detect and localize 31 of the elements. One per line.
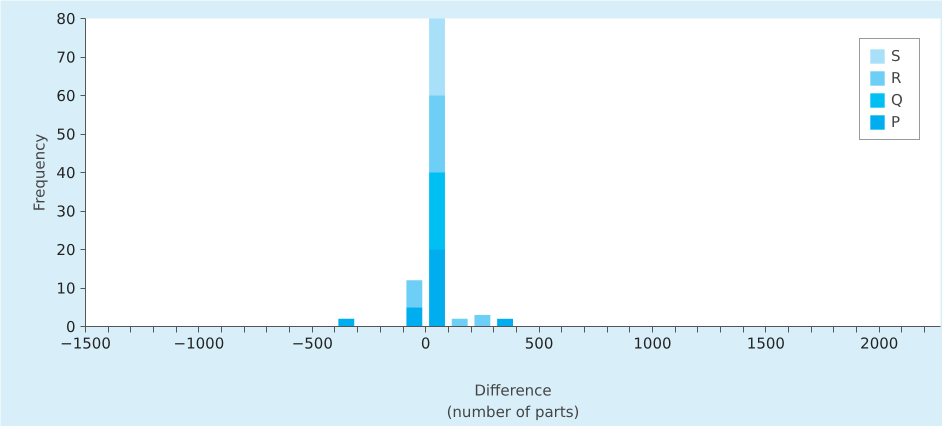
x-tick-label: −1500 [60,334,111,352]
x-tick-label: 0 [420,334,430,352]
x-tick-label: 1000 [633,334,672,352]
bar [406,307,422,326]
y-tick-label: 70 [56,48,76,66]
y-tick-label: 80 [56,10,76,28]
x-tick-label: −500 [292,334,333,352]
bar [429,18,445,96]
x-tick-label: 2000 [860,334,898,352]
y-tick-label: 60 [56,87,76,105]
y-tick-label: 0 [66,318,76,336]
x-tick-label: 500 [524,334,554,352]
y-axis-title: Frequency [30,134,48,212]
y-tick-label: 40 [56,164,76,182]
y-tick-label: 10 [56,280,76,298]
legend-label: P [891,113,902,131]
bar [429,172,445,250]
x-tick-label: −1000 [174,334,224,352]
x-axis-title: Difference (number of parts) [446,382,580,422]
bar [406,280,422,308]
legend-label: S [891,47,902,65]
legend-label: R [891,69,902,87]
bar [474,314,490,326]
legend-label: Q [891,91,904,109]
bar [429,250,445,326]
bar [429,96,445,172]
y-tick-label: 20 [56,241,76,259]
bar [497,318,513,326]
y-tick-label: 50 [56,126,76,144]
x-tick-label: 1500 [746,334,785,352]
y-tick-label: 30 [56,202,76,220]
